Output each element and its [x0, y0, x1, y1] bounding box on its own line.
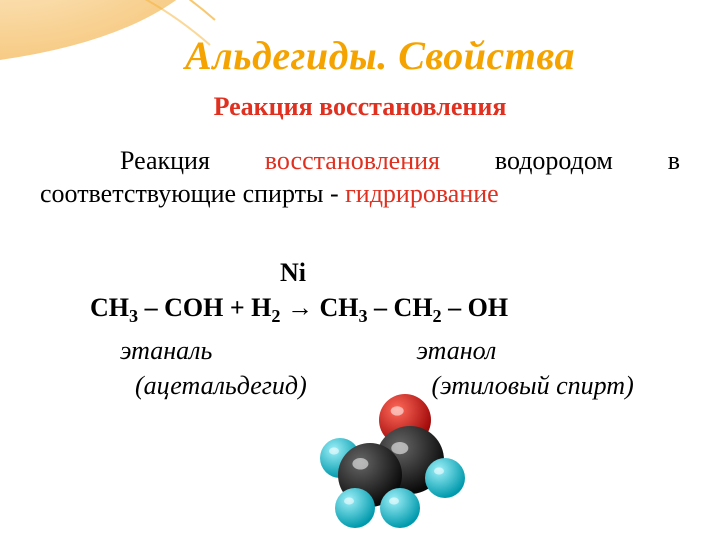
slide-subtitle: Реакция восстановления [0, 92, 720, 122]
corner-swoosh-decoration [0, 0, 320, 160]
atom-c [338, 443, 402, 507]
eq-rhs-1-sub: 3 [358, 306, 367, 326]
slide-title: Альдегиды. Свойства [60, 32, 700, 79]
eq-lhs-2: – СОН + Н [138, 293, 271, 322]
eq-rhs-1: СН [319, 293, 358, 322]
equation-block: Ni СН3 – СОН + Н2 → СН3 – СН2 – ОН этана… [90, 255, 680, 403]
description-paragraph: Реакция восстановления водородом в соотв… [40, 145, 680, 210]
label-left-alt: (ацетальдегид) [90, 368, 425, 403]
label-left-name: этаналь [90, 333, 410, 368]
atom-highlight [344, 497, 354, 504]
eq-lhs-1-sub: 3 [129, 306, 138, 326]
para-part-5-red: гидрирование [345, 179, 499, 208]
atom-h [335, 488, 375, 528]
eq-rhs-3: – ОН [442, 293, 508, 322]
equation-labels-row-1: этаналь этанол [90, 333, 680, 368]
atom-highlight [352, 458, 368, 470]
eq-rhs-2: – СН [368, 293, 433, 322]
atom-c [376, 426, 444, 494]
atom-highlight [329, 447, 339, 454]
label-right-alt: (этиловый спирт) [432, 368, 634, 403]
para-separator: - [323, 179, 345, 208]
eq-arrow: → [280, 293, 319, 322]
molecule-3d-image [300, 380, 470, 540]
atom-h [320, 438, 360, 478]
atom-highlight [434, 467, 444, 474]
atom-highlight [391, 406, 404, 415]
equation-catalyst: Ni [280, 255, 720, 290]
atom-highlight [391, 442, 408, 454]
atom-highlight [389, 497, 399, 504]
slide: Альдегиды. Свойства Реакция восстановлен… [0, 0, 720, 540]
eq-lhs-1: СН [90, 293, 129, 322]
eq-rhs-2-sub: 2 [433, 306, 442, 326]
atom-h [380, 488, 420, 528]
label-right-name: этанол [417, 333, 497, 368]
equation-labels-row-2: (ацетальдегид) (этиловый спирт) [90, 368, 680, 403]
equation-line: СН3 – СОН + Н2 → СН3 – СН2 – ОН [90, 290, 680, 329]
para-part-1: Реакция [120, 146, 265, 175]
atom-h [425, 458, 465, 498]
para-part-2-red: восстановления [265, 146, 440, 175]
